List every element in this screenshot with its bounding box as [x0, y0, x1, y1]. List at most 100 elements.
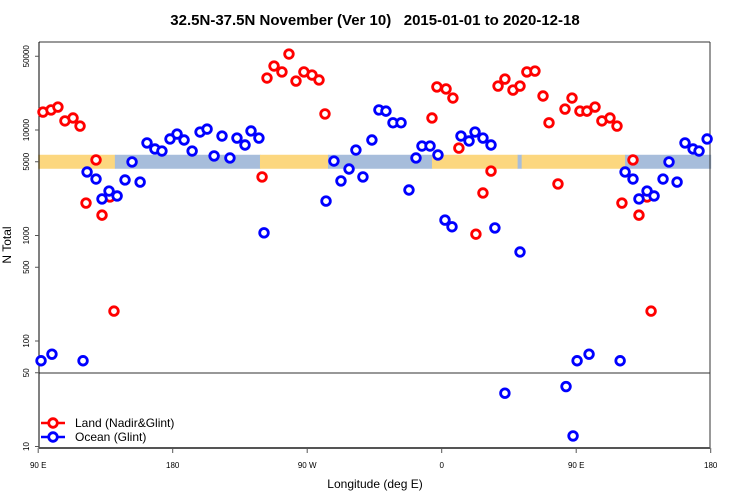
land-data-point — [566, 92, 578, 104]
land-data-point — [80, 197, 92, 209]
ocean-data-point — [216, 130, 228, 142]
x-tick-label: 180 — [704, 461, 718, 470]
land-data-point — [604, 112, 616, 124]
ocean-data-point — [134, 176, 146, 188]
ocean-data-point — [77, 355, 89, 367]
strip-segment-land — [431, 154, 519, 169]
land-data-point — [589, 101, 601, 113]
land-data-point — [477, 187, 489, 199]
x-axis: 90 E 180 90 W 0 90 E 180 — [30, 448, 718, 470]
strip-segment-land — [38, 154, 116, 169]
y-axis: 50000 10000 5000 1000 500 100 50 10 — [22, 45, 39, 451]
ocean-data-point — [657, 173, 669, 185]
strip-segment-ocean — [517, 154, 523, 169]
legend: Land (Nadir&Glint) Ocean (Glint) — [41, 416, 174, 444]
ocean-data-point — [477, 132, 489, 144]
y-tick-label: 1000 — [22, 226, 31, 244]
land-data-point — [261, 72, 273, 84]
land-data-point — [447, 92, 459, 104]
land-data-point — [440, 83, 452, 95]
surface-strip — [38, 154, 712, 169]
ocean-data-point — [410, 152, 422, 164]
land-data-point — [485, 165, 497, 177]
ocean-data-point — [328, 155, 340, 167]
y-tick-label: 500 — [22, 260, 31, 274]
land-data-point — [283, 48, 295, 60]
ocean-data-point — [380, 105, 392, 117]
legend-item-ocean: Ocean (Glint) — [41, 430, 146, 444]
land-data-point — [96, 209, 108, 221]
land-data-point — [529, 65, 541, 77]
land-data-point — [645, 305, 657, 317]
ocean-data-point — [439, 214, 451, 226]
ocean-data-point — [693, 145, 705, 157]
legend-label-ocean: Ocean (Glint) — [75, 430, 146, 444]
ocean-data-point — [253, 132, 265, 144]
land-data-point — [313, 74, 325, 86]
land-data-point — [537, 90, 549, 102]
ocean-data-point — [156, 145, 168, 157]
y-tick-label: 50 — [22, 368, 31, 377]
ocean-data-point — [403, 184, 415, 196]
ocean-data-point — [208, 150, 220, 162]
land-data-point — [52, 101, 64, 113]
y-tick-label: 10000 — [22, 118, 31, 141]
land-data-point — [514, 80, 526, 92]
legend-label-land: Land (Nadir&Glint) — [75, 416, 174, 430]
ocean-data-point — [619, 166, 631, 178]
ocean-data-point — [499, 387, 511, 399]
ocean-data-point — [648, 190, 660, 202]
land-data-point — [543, 117, 555, 129]
ocean-data-point — [671, 176, 683, 188]
ocean-data-point — [103, 185, 115, 197]
ocean-data-point — [126, 156, 138, 168]
land-data-point — [470, 228, 482, 240]
ocean-data-point — [701, 133, 713, 145]
land-data-point — [256, 171, 268, 183]
y-tick-label: 50000 — [22, 45, 31, 68]
land-data-point — [499, 73, 511, 85]
ocean-data-point — [469, 126, 481, 138]
legend-marker-ocean — [47, 431, 59, 443]
ocean-data-point — [231, 132, 243, 144]
ocean-data-point — [679, 137, 691, 149]
ocean-data-point — [119, 174, 131, 186]
y-tick-label: 5000 — [22, 152, 31, 170]
ocean-data-point — [335, 175, 347, 187]
ocean-data-point — [463, 135, 475, 147]
ocean-data-point — [201, 123, 213, 135]
ocean-data-point — [245, 125, 257, 137]
land-data-point — [431, 81, 443, 93]
ocean-data-point — [141, 137, 153, 149]
ocean-data-point — [567, 430, 579, 442]
ocean-data-point — [350, 144, 362, 156]
land-data-point — [290, 75, 302, 87]
ocean-data-point — [424, 140, 436, 152]
x-tick-label: 90 E — [30, 461, 46, 470]
legend-marker-land — [47, 417, 59, 429]
strip-segment-ocean — [114, 154, 261, 169]
strip-segment-land — [259, 154, 329, 169]
y-tick-label: 100 — [22, 334, 31, 348]
ocean-data-point — [186, 145, 198, 157]
land-data-point — [319, 108, 331, 120]
x-axis-label: Longitude (deg E) — [327, 477, 422, 491]
plot-frame — [38, 41, 711, 449]
legend-item-land: Land (Nadir&Glint) — [41, 416, 174, 430]
data-points — [35, 48, 713, 442]
ocean-data-point — [489, 222, 501, 234]
land-data-point — [611, 120, 623, 132]
ocean-data-point — [239, 139, 251, 151]
land-data-point — [74, 120, 86, 132]
land-data-point — [627, 154, 639, 166]
ocean-data-point — [81, 166, 93, 178]
ocean-data-point — [111, 190, 123, 202]
ocean-data-point — [90, 173, 102, 185]
ocean-data-point — [560, 380, 572, 393]
ocean-data-point — [258, 227, 270, 239]
x-tick-label: 0 — [439, 461, 444, 470]
ocean-data-point — [224, 152, 236, 164]
land-data-point — [453, 142, 465, 154]
ocean-data-point — [35, 355, 47, 367]
